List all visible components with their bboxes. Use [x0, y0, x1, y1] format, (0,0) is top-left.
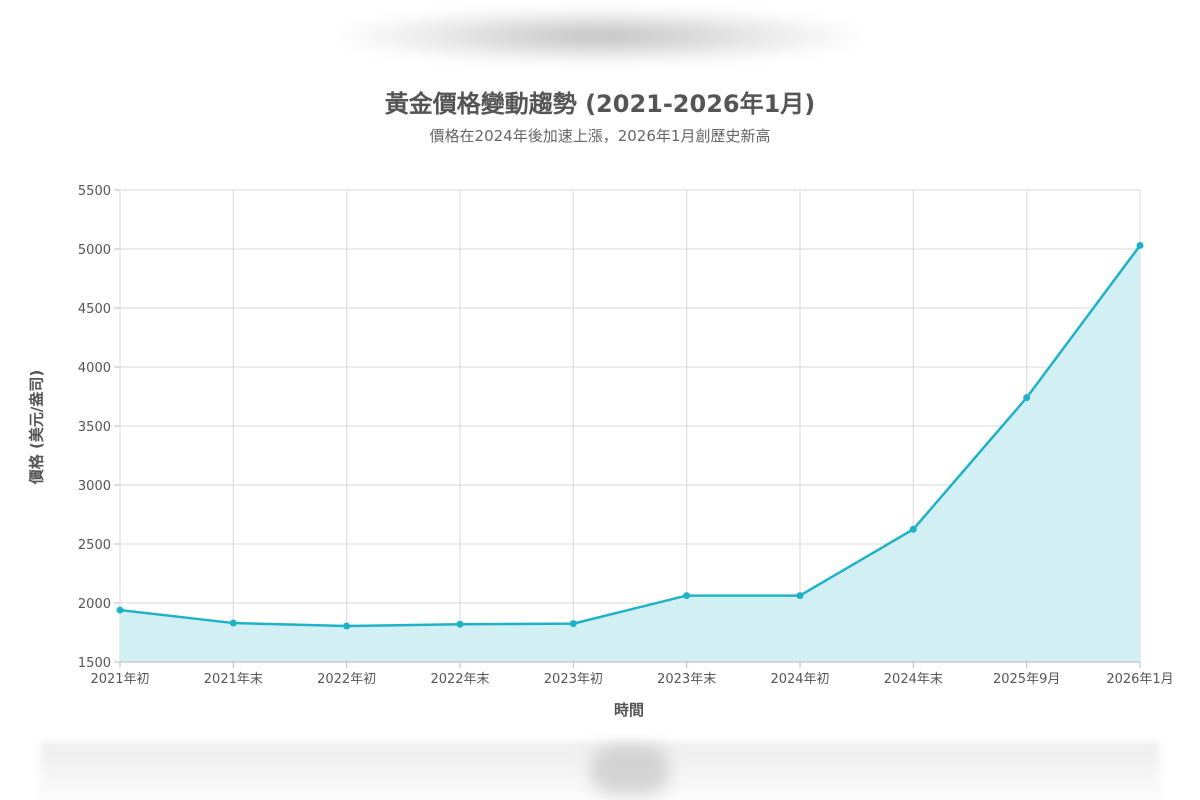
- x-tick-label: 2024年初: [770, 672, 829, 687]
- chart-title: 黃金價格變動趨勢 (2021-2026年1月): [384, 90, 816, 118]
- y-tick-label: 3500: [78, 420, 111, 435]
- data-point: [116, 606, 124, 614]
- x-axis-label: 時間: [613, 701, 644, 719]
- y-tick-label: 1500: [78, 656, 111, 671]
- x-tick-label: 2021年末: [204, 672, 263, 687]
- y-tick-label: 4500: [78, 302, 111, 317]
- data-point: [1023, 394, 1031, 402]
- x-tick-label: 2022年末: [430, 672, 489, 687]
- x-tick-label: 2023年初: [544, 672, 603, 687]
- data-point: [569, 620, 577, 628]
- x-tick-label: 2021年初: [90, 672, 149, 687]
- y-tick-label: 4000: [78, 361, 111, 376]
- series-area: [120, 245, 1140, 662]
- x-tick-label: 2025年9月: [993, 672, 1060, 687]
- x-tick-label: 2024年末: [884, 672, 943, 687]
- x-tick-label: 2023年末: [657, 672, 716, 687]
- chart-subtitle: 價格在2024年後加速上漲，2026年1月創歷史新高: [429, 127, 771, 145]
- data-point: [456, 620, 464, 628]
- data-point: [909, 525, 917, 533]
- data-point: [343, 622, 351, 630]
- y-tick-label: 5500: [78, 184, 111, 199]
- x-tick-label: 2026年1月: [1106, 672, 1173, 687]
- y-tick-label: 2500: [78, 538, 111, 553]
- data-point: [796, 592, 804, 600]
- x-tick-label: 2022年初: [317, 672, 376, 687]
- y-tick-label: 3000: [78, 479, 111, 494]
- y-tick-label: 2000: [78, 597, 111, 612]
- data-point: [683, 592, 691, 600]
- y-axis-label: 價格 (美元/盎司): [27, 369, 46, 485]
- y-tick-label: 5000: [78, 243, 111, 258]
- data-point: [1136, 241, 1144, 249]
- blurred-header-band: [340, 8, 860, 64]
- blurred-footer-spot: [590, 745, 670, 795]
- series-line: [119, 244, 1142, 628]
- data-point: [229, 619, 237, 627]
